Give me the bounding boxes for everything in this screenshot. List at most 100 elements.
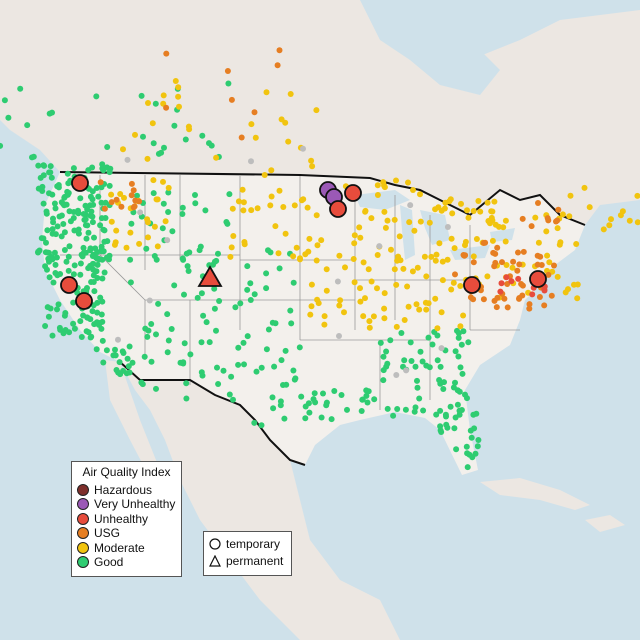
station-marker[interactable] xyxy=(89,196,96,203)
station-marker[interactable] xyxy=(394,406,401,412)
station-marker[interactable] xyxy=(360,259,367,266)
station-marker[interactable] xyxy=(555,206,562,213)
station-marker[interactable] xyxy=(510,258,517,265)
station-marker[interactable] xyxy=(350,256,357,262)
station-marker[interactable] xyxy=(77,195,84,202)
station-marker[interactable] xyxy=(104,238,111,245)
station-marker[interactable] xyxy=(194,294,201,301)
station-marker[interactable] xyxy=(60,200,67,207)
station-marker[interactable] xyxy=(491,198,498,205)
station-marker[interactable] xyxy=(278,357,285,364)
station-marker[interactable] xyxy=(179,211,186,217)
station-marker[interactable] xyxy=(80,244,87,251)
station-marker[interactable] xyxy=(252,134,259,141)
station-marker[interactable] xyxy=(480,296,487,303)
station-marker[interactable] xyxy=(515,275,522,282)
station-marker[interactable] xyxy=(65,253,72,260)
station-marker[interactable] xyxy=(215,381,222,387)
station-marker[interactable] xyxy=(331,388,338,394)
station-marker[interactable] xyxy=(365,388,372,395)
station-marker[interactable] xyxy=(396,233,403,240)
station-marker[interactable] xyxy=(248,121,255,128)
station-marker[interactable] xyxy=(465,214,472,221)
station-marker[interactable] xyxy=(436,377,443,383)
station-marker[interactable] xyxy=(87,316,94,323)
station-marker[interactable] xyxy=(281,415,288,422)
station-marker[interactable] xyxy=(97,179,104,186)
station-marker[interactable] xyxy=(274,62,281,69)
station-marker[interactable] xyxy=(323,402,330,409)
station-marker[interactable] xyxy=(541,286,548,293)
station-marker[interactable] xyxy=(239,186,246,193)
station-marker[interactable] xyxy=(502,217,509,224)
station-marker[interactable] xyxy=(526,305,533,312)
station-marker[interactable] xyxy=(383,348,390,355)
station-marker[interactable] xyxy=(370,313,377,320)
station-marker[interactable] xyxy=(404,283,411,290)
station-marker[interactable] xyxy=(153,331,159,338)
station-marker[interactable] xyxy=(71,325,78,332)
station-marker[interactable] xyxy=(100,359,107,366)
station-marker[interactable] xyxy=(608,216,614,223)
station-marker[interactable] xyxy=(416,306,423,313)
station-marker[interactable] xyxy=(99,256,106,263)
station-marker[interactable] xyxy=(100,226,107,233)
station-marker[interactable] xyxy=(391,216,398,223)
station-marker[interactable] xyxy=(336,302,343,309)
station-marker[interactable] xyxy=(519,292,526,299)
station-marker[interactable] xyxy=(278,116,285,123)
station-marker[interactable] xyxy=(265,247,271,254)
station-marker[interactable] xyxy=(177,359,184,366)
station-marker[interactable] xyxy=(305,400,312,407)
station-marker[interactable] xyxy=(115,336,121,343)
station-marker[interactable] xyxy=(562,289,569,296)
station-marker[interactable] xyxy=(247,297,254,303)
station-marker[interactable] xyxy=(127,229,134,236)
temporary-station-marker[interactable] xyxy=(71,174,89,192)
station-marker[interactable] xyxy=(52,205,59,212)
station-marker[interactable] xyxy=(263,89,270,96)
station-marker[interactable] xyxy=(116,359,123,366)
station-marker[interactable] xyxy=(258,422,265,429)
station-marker[interactable] xyxy=(342,264,348,271)
station-marker[interactable] xyxy=(43,208,50,215)
station-marker[interactable] xyxy=(344,406,350,413)
station-marker[interactable] xyxy=(280,204,287,210)
station-marker[interactable] xyxy=(465,339,472,346)
station-marker[interactable] xyxy=(534,252,541,259)
station-marker[interactable] xyxy=(514,267,521,274)
station-marker[interactable] xyxy=(409,268,416,275)
station-marker[interactable] xyxy=(144,155,151,162)
station-marker[interactable] xyxy=(357,285,363,292)
station-marker[interactable] xyxy=(574,281,581,288)
station-marker[interactable] xyxy=(241,239,248,245)
station-marker[interactable] xyxy=(573,241,580,247)
station-marker[interactable] xyxy=(535,239,542,246)
station-marker[interactable] xyxy=(35,162,42,169)
station-marker[interactable] xyxy=(238,134,245,141)
station-marker[interactable] xyxy=(380,353,387,360)
station-markers[interactable] xyxy=(0,47,640,471)
station-marker[interactable] xyxy=(489,237,496,244)
station-marker[interactable] xyxy=(417,191,423,198)
temporary-station-marker[interactable] xyxy=(75,292,93,310)
station-marker[interactable] xyxy=(202,207,209,214)
station-marker[interactable] xyxy=(374,182,381,189)
station-marker[interactable] xyxy=(467,294,474,301)
station-marker[interactable] xyxy=(57,326,64,333)
station-marker[interactable] xyxy=(509,264,516,271)
station-marker[interactable] xyxy=(634,192,640,199)
station-marker[interactable] xyxy=(544,252,551,259)
station-marker[interactable] xyxy=(124,156,131,163)
station-marker[interactable] xyxy=(70,320,77,327)
station-marker[interactable] xyxy=(225,80,232,87)
station-marker[interactable] xyxy=(228,373,235,380)
station-marker[interactable] xyxy=(503,274,510,281)
station-marker[interactable] xyxy=(181,291,187,298)
station-marker[interactable] xyxy=(40,172,47,179)
station-marker[interactable] xyxy=(160,178,166,185)
station-marker[interactable] xyxy=(362,207,369,214)
station-marker[interactable] xyxy=(251,419,258,426)
station-marker[interactable] xyxy=(318,237,325,244)
station-marker[interactable] xyxy=(127,256,134,263)
